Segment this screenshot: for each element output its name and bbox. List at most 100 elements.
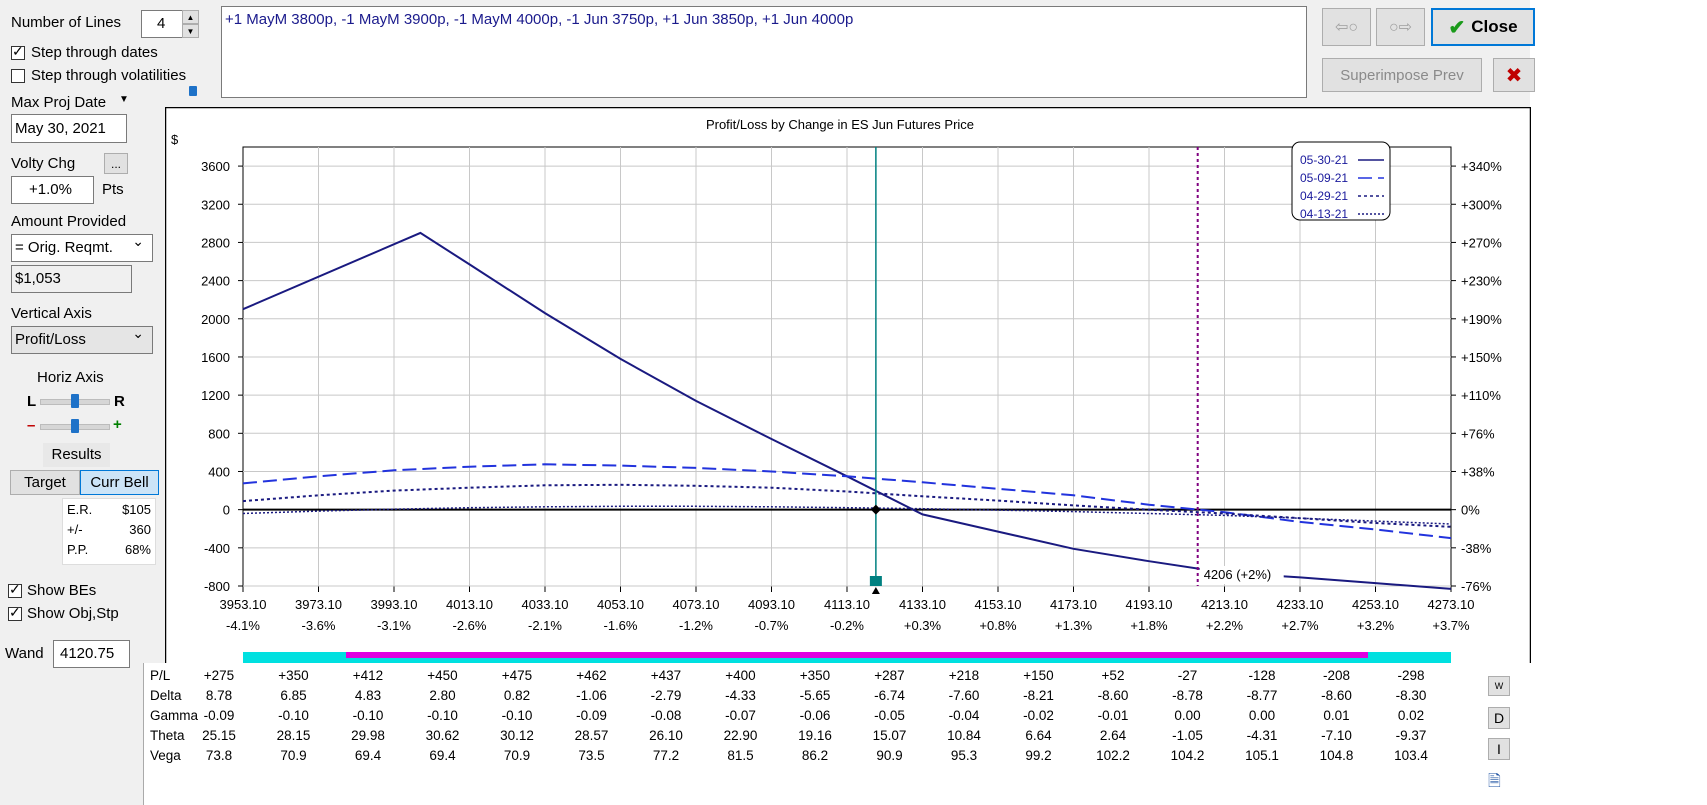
width-toggle-button[interactable]: W <box>1488 676 1510 696</box>
table-cell: 15.07 <box>872 728 907 743</box>
table-cell: -5.65 <box>799 688 831 703</box>
y-right-tick-label: +38% <box>1461 464 1495 479</box>
table-cell: 0.02 <box>1397 708 1425 723</box>
table-cell: 70.9 <box>280 748 307 763</box>
num-lines-spinner[interactable]: 4 <box>141 10 184 38</box>
show-obj-checkbox[interactable] <box>8 604 22 621</box>
table-cell: +475 <box>501 668 533 683</box>
positions-text: +1 MayM 3800p, -1 MayM 3900p, -1 MayM 40… <box>225 11 854 28</box>
table-cell: 69.4 <box>429 748 456 763</box>
y-right-tick-label: +230% <box>1461 274 1502 289</box>
x-tick-label: 4133.10 <box>899 597 946 612</box>
y-right-tick-label: -38% <box>1461 541 1492 556</box>
curr-bell-button[interactable]: Curr Bell <box>80 470 159 495</box>
d-button[interactable]: D <box>1488 707 1510 729</box>
table-cell: 28.57 <box>574 728 609 743</box>
haxis-minus-label: – <box>27 417 36 434</box>
row-label: P/L <box>150 668 171 683</box>
haxis-r-label: R <box>114 393 125 410</box>
x-pct-tick-label: -0.2% <box>830 618 864 633</box>
prev-step-button[interactable]: ⇦○ <box>1322 8 1371 46</box>
show-bes-checkbox[interactable] <box>8 581 22 598</box>
wand-field[interactable]: 4120.75 <box>53 640 130 668</box>
w-label: W <box>1494 681 1504 691</box>
table-cell: -0.10 <box>501 708 533 723</box>
x-pct-tick-label: +2.7% <box>1281 618 1319 633</box>
superimpose-button[interactable]: Superimpose Prev <box>1322 58 1482 92</box>
table-cell: -4.31 <box>1246 728 1278 743</box>
x-tick-label: 4153.10 <box>975 597 1022 612</box>
table-cell: -1.05 <box>1172 728 1203 743</box>
table-cell: -0.01 <box>1097 708 1129 723</box>
x-pct-tick-label: +0.8% <box>979 618 1017 633</box>
i-button[interactable]: I <box>1488 738 1510 760</box>
table-cell: 8.78 <box>205 688 233 703</box>
table-cell: +437 <box>650 668 682 683</box>
table-cell: 26.10 <box>649 728 683 743</box>
x-tick-label: 3973.10 <box>295 597 342 612</box>
current-price-handle[interactable] <box>869 576 882 586</box>
max-proj-dropdown-icon[interactable]: ▼ <box>119 94 129 105</box>
table-cell: 73.5 <box>578 748 605 763</box>
table-cell: 69.4 <box>354 748 382 763</box>
x-pct-tick-label: +3.2% <box>1357 618 1395 633</box>
chart-title: Profit/Loss by Change in ES Jun Futures … <box>706 117 974 132</box>
x-pct-tick-label: +1.8% <box>1130 618 1168 633</box>
step-dates-label: Step through dates <box>31 44 158 61</box>
vol-step-slider[interactable] <box>189 86 197 96</box>
table-cell: -0.10 <box>352 708 384 723</box>
export-icon[interactable]: 🗎 <box>1488 773 1501 790</box>
spin-up-button[interactable]: ▲ <box>182 10 199 24</box>
table-cell: -8.60 <box>1321 688 1352 703</box>
ellipsis-label: ... <box>110 156 121 171</box>
row-label: Vega <box>150 748 181 763</box>
volty-field[interactable]: +1.0% <box>11 176 94 204</box>
target-button[interactable]: Target <box>10 470 80 495</box>
volty-value: +1.0% <box>29 181 72 198</box>
table-cell: -0.05 <box>874 708 905 723</box>
amount-select[interactable]: = Orig. Reqmt. <box>11 233 153 262</box>
table-cell: -0.08 <box>650 708 682 723</box>
table-cell: 70.9 <box>503 748 531 763</box>
x-pct-tick-label: +0.3% <box>904 618 942 633</box>
x-pct-tick-label: -2.1% <box>528 618 562 633</box>
results-panel: E.R. $105 +/- 360 P.P. 68% <box>62 498 156 565</box>
y-right-tick-label: +150% <box>1461 350 1502 365</box>
y-tick-label: 1600 <box>201 350 230 365</box>
series-line-04-13-21 <box>242 505 1452 525</box>
results-label: Results <box>51 446 102 463</box>
spin-down-button[interactable]: ▼ <box>182 24 199 38</box>
x-tick-label: 3993.10 <box>371 597 418 612</box>
close-button[interactable]: ✔ Close <box>1431 8 1535 46</box>
table-cell: 104.8 <box>1319 748 1354 763</box>
step-dates-checkbox[interactable] <box>11 43 25 60</box>
y-right-tick-label: +190% <box>1461 312 1502 327</box>
profit-loss-chart[interactable]: Profit/Loss by Change in ES Jun Futures … <box>165 107 1531 666</box>
table-cell: +462 <box>576 668 607 683</box>
x-tick-label: 4093.10 <box>748 597 795 612</box>
y-tick-label: -400 <box>204 541 230 556</box>
y-tick-label: 400 <box>208 464 230 479</box>
x-tick-label: 4193.10 <box>1126 597 1173 612</box>
x-pct-tick-label: +1.3% <box>1055 618 1093 633</box>
max-proj-date-field[interactable]: May 30, 2021 <box>11 114 127 143</box>
step-vol-checkbox[interactable] <box>11 69 25 83</box>
next-step-button[interactable]: ○⇨ <box>1376 8 1425 46</box>
positions-textbox[interactable]: +1 MayM 3800p, -1 MayM 3900p, -1 MayM 40… <box>221 6 1307 98</box>
haxis-lr-slider[interactable] <box>71 394 79 408</box>
y-tick-label: 0 <box>223 503 230 518</box>
d-label: D <box>1493 710 1505 726</box>
vaxis-select[interactable]: Profit/Loss <box>11 325 153 354</box>
table-cell: 0.82 <box>503 688 531 703</box>
range-bar-magenta <box>346 652 1368 658</box>
x-pct-tick-label: +3.7% <box>1432 618 1470 633</box>
cancel-button[interactable]: ✖ <box>1493 58 1535 92</box>
volty-options-button[interactable]: ... <box>104 153 128 174</box>
legend-entry: 04-13-21 <box>1300 207 1348 221</box>
max-proj-label[interactable]: Max Proj Date <box>11 94 107 111</box>
y-tick-label: 3200 <box>201 197 230 212</box>
table-cell: +150 <box>1023 668 1054 683</box>
table-cell: -8.30 <box>1395 688 1427 703</box>
table-row: Theta 25.15 28.15 29.98 30.62 30.12 28.57 26.10… <box>150 728 1490 748</box>
haxis-zoom-slider[interactable] <box>71 419 79 433</box>
